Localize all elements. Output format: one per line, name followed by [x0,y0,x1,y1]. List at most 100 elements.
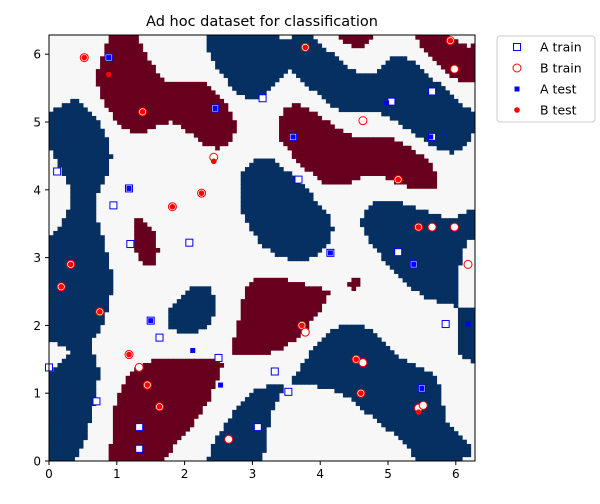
heatmap-cell [181,363,186,368]
heatmap-cell [61,265,67,270]
heatmap-cell [159,77,165,83]
heatmap-cell [402,111,408,117]
heatmap-cell [436,290,442,296]
heatmap-cell [240,316,246,321]
heatmap-cell [279,388,284,394]
heatmap-cell [402,392,408,398]
heatmap-cell [117,69,122,74]
heatmap-cell [266,179,271,185]
heatmap-cell [428,98,433,104]
heatmap-cell [279,60,284,66]
heatmap-cell [419,128,425,134]
heatmap-cell [419,43,425,49]
heatmap-cell [74,235,80,240]
heatmap-cell [249,328,254,334]
heatmap-cell [325,235,331,240]
heatmap-cell [181,367,186,372]
heatmap-cell [66,367,71,372]
heatmap-cell [95,265,101,270]
heatmap-cell [70,213,75,219]
heatmap-cell [198,388,203,394]
heatmap-cell [134,401,139,407]
heatmap-cell [453,56,459,61]
heatmap-cell [240,307,246,313]
heatmap-cell [406,380,412,385]
heatmap-cell [423,392,429,398]
heatmap-cell [300,137,305,142]
heatmap-cell [129,124,135,130]
heatmap-cell [270,320,276,326]
heatmap-cell [155,77,161,83]
heatmap-cell [83,324,88,330]
heatmap-cell [470,218,476,223]
heatmap-cell [117,422,122,428]
heatmap-cell [155,367,161,372]
heatmap-cell [377,345,382,351]
heatmap-cell [364,77,369,83]
heatmap-cell [262,397,267,402]
heatmap-cell [193,414,199,419]
heatmap-cell [291,230,297,236]
heatmap-cell [364,392,369,398]
heatmap-cell [232,39,237,44]
heatmap-cell [223,39,229,44]
heatmap-cell [53,380,58,385]
heatmap-cell [95,277,101,283]
heatmap-cell [308,47,314,53]
heatmap-cell [100,320,105,326]
heatmap-cell [87,414,92,419]
heatmap-cell [168,443,173,449]
heatmap-cell [83,192,88,198]
heatmap-cell [411,384,416,389]
heatmap-cell [406,243,412,249]
heatmap-cell [304,124,310,130]
heatmap-cell [436,137,442,142]
heatmap-cell [61,418,67,424]
heatmap-cell [428,120,433,125]
heatmap-cell [87,141,92,147]
heatmap-cell [91,380,97,385]
heatmap-cell [240,60,246,66]
heatmap-cell [445,64,450,70]
heatmap-cell [436,299,442,304]
heatmap-cell [411,443,416,449]
heatmap-cell [398,209,403,215]
heatmap-cell [406,222,412,228]
heatmap-cell [185,388,190,394]
heatmap-cell [87,405,92,411]
heatmap-cell [74,277,80,283]
heatmap-cell [313,39,318,44]
heatmap-cell [125,94,131,100]
heatmap-cell [61,324,67,330]
heatmap-cell [244,422,250,428]
heatmap-cell [244,328,250,334]
heatmap-cell [66,299,71,304]
heatmap-cell [428,294,433,300]
heatmap-cell [283,328,288,334]
heatmap-cell [262,418,267,424]
heatmap-cell [313,230,318,236]
heatmap-cell [168,307,173,313]
heatmap-cell [257,316,263,321]
heatmap-cell [189,414,195,419]
heatmap-cell [66,294,71,300]
heatmap-cell [151,124,156,130]
heatmap-cell [193,375,199,381]
heatmap-cell [411,107,416,113]
heatmap-cell [325,81,331,87]
heatmap-cell [342,392,348,398]
heatmap-cell [125,77,131,83]
heatmap-cell [457,60,463,66]
heatmap-cell [138,128,144,134]
heatmap-cell [78,179,84,185]
heatmap-cell [440,94,446,100]
heatmap-cell [78,162,84,168]
heatmap-cell [385,158,391,164]
heatmap-cell [394,226,399,232]
heatmap-cell [53,371,58,377]
heatmap-cell [61,439,67,445]
heatmap-cell [57,443,63,449]
heatmap-cell [138,418,144,424]
heatmap-cell [325,90,331,96]
heatmap-cell [66,277,71,283]
